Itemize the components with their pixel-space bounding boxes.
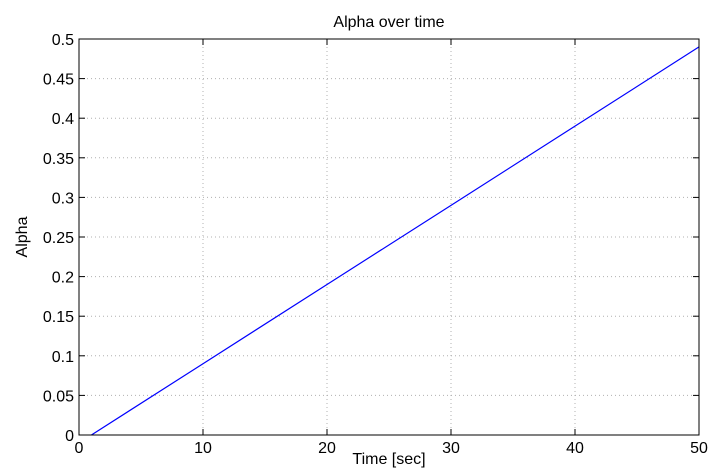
- y-tick-label: 0.05: [43, 388, 74, 405]
- x-tick-label: 30: [442, 440, 460, 457]
- y-tick-label: 0.5: [52, 32, 74, 49]
- x-axis-title: Time [sec]: [352, 451, 425, 468]
- y-tick-label: 0.35: [43, 151, 74, 168]
- x-tick-label: 50: [690, 440, 708, 457]
- y-tick-label: 0.25: [43, 230, 74, 247]
- y-tick-label: 0.1: [52, 349, 74, 366]
- label-layer: 0 10 20 30 40 50 0 0.05 0.1 0.15 0.2 0.25 0.3 0.35 0.4…: [43, 32, 708, 457]
- y-tick-label: 0.2: [52, 270, 74, 287]
- tick-layer: [78, 38, 700, 436]
- x-tick-label: 10: [194, 440, 212, 457]
- x-tick-label: 40: [566, 440, 584, 457]
- series-layer: [91, 46, 700, 436]
- y-tick-label: 0.4: [52, 111, 74, 128]
- x-tick-label: 20: [318, 440, 336, 457]
- chart-title: Alpha over time: [333, 14, 444, 31]
- y-tick-label: 0.3: [52, 190, 74, 207]
- series-line: [91, 46, 700, 436]
- y-tick-label: 0.15: [43, 309, 74, 326]
- y-tick-label: 0.45: [43, 72, 74, 89]
- x-tick-label: 0: [75, 440, 84, 457]
- y-axis-title: Alpha: [14, 216, 31, 257]
- grid-layer: [79, 39, 699, 435]
- y-tick-label: 0: [65, 428, 74, 445]
